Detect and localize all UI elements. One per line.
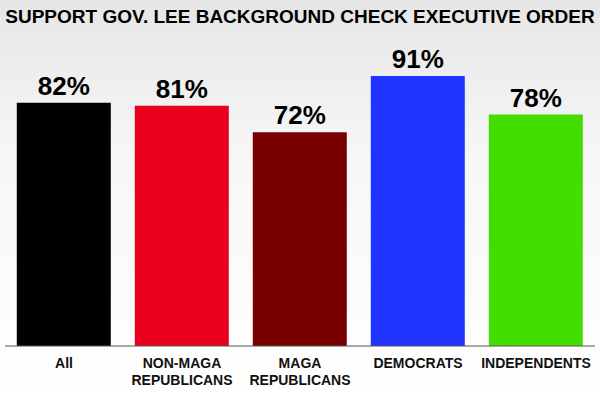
svg-text:NON-MAGA: NON-MAGA [143, 355, 222, 371]
html-text:SUPPORT GOV. LEE BACKGROUND CH: SUPPORT GOV. LEE BACKGROUND CHECK EXECUT… [5, 6, 595, 27]
svg-text:81%: 81% [156, 74, 208, 104]
svg-text:REPUBLICANS: REPUBLICANS [131, 372, 232, 388]
svg-text:All: All [55, 355, 73, 371]
svg-text:91%: 91% [392, 44, 444, 74]
svg-text:MAGA: MAGA [279, 355, 322, 371]
svg-text:REPUBLICANS: REPUBLICANS [249, 372, 350, 388]
svg-text:82%: 82% [38, 71, 90, 101]
svg-text:INDEPENDENTS: INDEPENDENTS [481, 355, 591, 371]
svg-text:72%: 72% [274, 100, 326, 130]
svg-text:DEMOCRATS: DEMOCRATS [373, 355, 462, 371]
svg-text:78%: 78% [510, 83, 562, 113]
